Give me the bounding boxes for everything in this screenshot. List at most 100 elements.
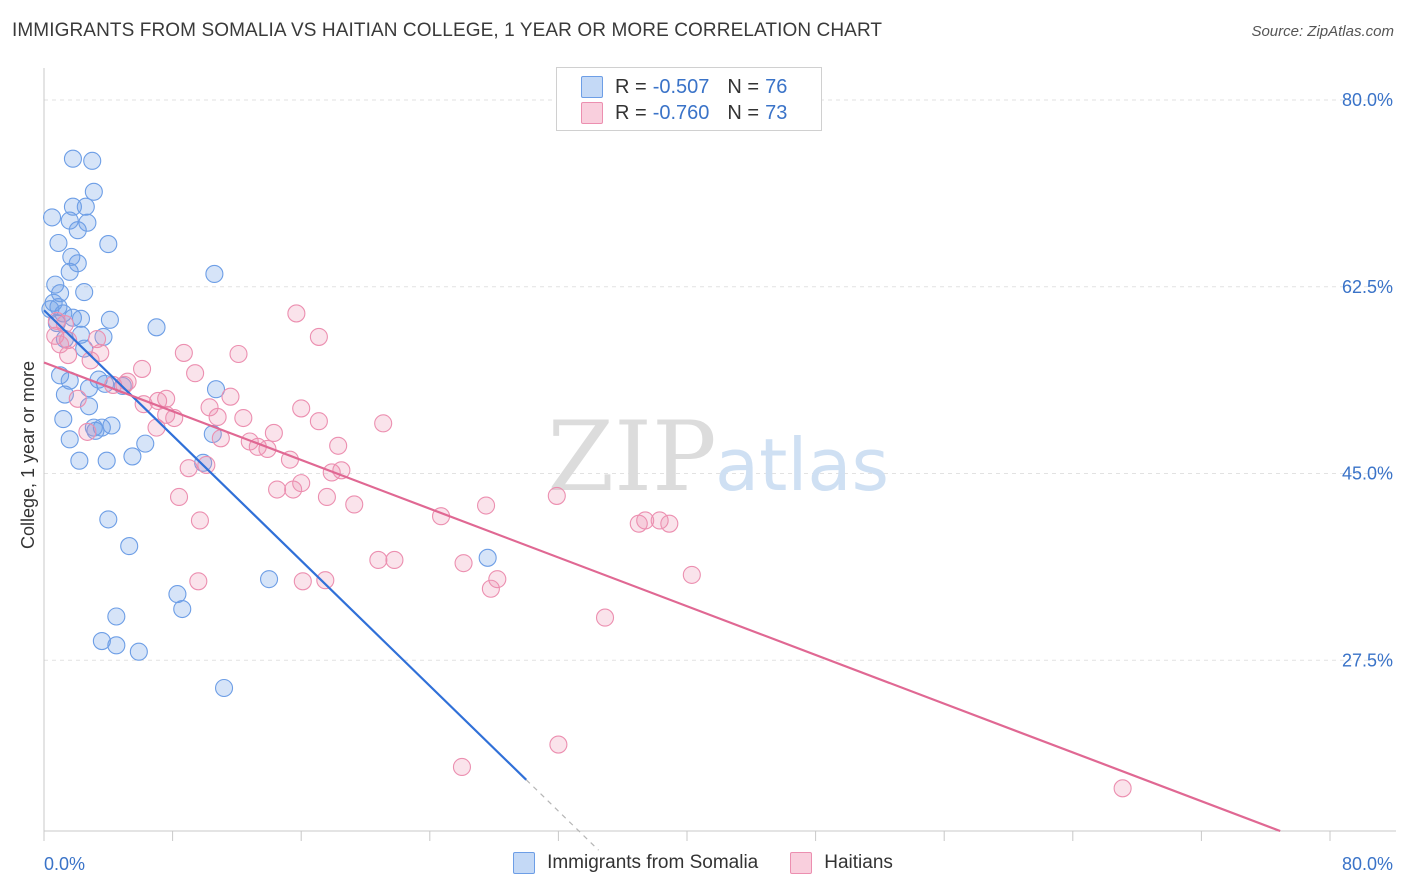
y-tick-label: 80.0% (1342, 90, 1393, 110)
somalia-point (49, 233, 68, 253)
haitian-point (221, 387, 240, 406)
legend-item-somalia[interactable]: Immigrants from Somalia (513, 852, 758, 874)
haitian-point (329, 436, 348, 455)
haitian-point (488, 570, 507, 589)
legend-swatch-somalia (513, 852, 536, 874)
legend-swatch-somalia (581, 76, 603, 98)
haitian-point (81, 351, 100, 370)
haitian-point (477, 496, 496, 515)
haitian-point (650, 511, 669, 530)
y-tick-labels: 27.5% 45.0% 62.5% 80.0% (1342, 90, 1393, 670)
axes (43, 68, 1396, 832)
watermark-atlas: atlas (715, 423, 889, 507)
haitian-point (317, 487, 336, 507)
trend-lines (43, 309, 1281, 851)
haitian-point (174, 343, 193, 362)
haitian-point (157, 389, 176, 408)
somalia-point (83, 151, 102, 170)
haitian-point (1113, 779, 1132, 798)
haitian-point (595, 608, 615, 627)
somalia-point (68, 221, 87, 240)
somalia-point (92, 632, 111, 651)
somalia-point (129, 642, 148, 661)
somalia-trend-line (43, 309, 528, 781)
somalia-point (63, 197, 82, 216)
legend-r-value: -0.760 (652, 101, 710, 124)
legend-row-haitians: R = -0.760 N = 73 (581, 100, 787, 126)
haitian-point (208, 407, 227, 427)
somalia-point (97, 451, 116, 470)
somalia-point (107, 607, 126, 626)
somalia-point (107, 636, 126, 655)
somalia-point (120, 537, 139, 556)
haitian-point (147, 418, 166, 437)
haitian-point (197, 455, 216, 475)
haitian-point (133, 359, 152, 378)
x-tick-label-min: 0.0% (44, 854, 85, 874)
haitian-point (234, 408, 253, 428)
somalia-point (63, 149, 82, 168)
series-legend: Immigrants from Somalia Haitians (0, 852, 1406, 874)
somalia-point (79, 397, 99, 416)
correlation-legend: R = -0.507 N = 76 R = -0.760 N = 73 (556, 67, 822, 131)
haitian-point (179, 459, 198, 478)
somalia-point (75, 283, 94, 302)
source-label: Source: ZipAtlas.com (1251, 23, 1394, 40)
haitian-point (629, 514, 648, 533)
haitian-point (264, 423, 283, 443)
legend-n-value: 76 (765, 75, 788, 98)
somalia-point (123, 447, 142, 466)
y-tick-label: 62.5% (1342, 277, 1393, 297)
somalia-point (70, 451, 89, 470)
somalia-point (60, 430, 79, 449)
somalia-point (259, 570, 279, 589)
somalia-point (205, 264, 224, 284)
legend-label-haitians: Haitians (824, 852, 893, 873)
legend-r-label: R = (615, 75, 647, 98)
haitian-point (293, 572, 312, 591)
somalia-point (147, 318, 166, 337)
somalia-point (100, 310, 119, 329)
haitian-point (186, 364, 205, 383)
haitian-point (309, 412, 328, 431)
somalia-point (60, 262, 79, 281)
legend-swatch-haitians (581, 102, 603, 124)
watermark: ZIP atlas (547, 401, 889, 513)
haitian-point (385, 550, 404, 569)
somalia-point (168, 585, 187, 604)
haitian-point (481, 579, 500, 598)
haitian-point (292, 399, 311, 418)
haitian-point (190, 511, 209, 530)
somalia-point (78, 213, 97, 232)
haitian-trend-line (43, 361, 1281, 833)
legend-r-value: -0.507 (652, 75, 710, 98)
haitian-point (374, 414, 393, 433)
somalia-point (42, 208, 62, 227)
series-haitians-points (46, 304, 1132, 798)
haitian-point (369, 550, 388, 569)
legend-n-label: N = (727, 101, 760, 124)
x-tick-marks (43, 831, 1331, 841)
legend-label-somalia: Immigrants from Somalia (547, 852, 759, 873)
somalia-point (99, 510, 118, 529)
haitian-point (316, 571, 335, 590)
y-tick-label: 45.0% (1342, 464, 1393, 484)
haitian-point (287, 304, 306, 323)
x-tick-label-max: 80.0% (1342, 854, 1393, 874)
somalia-point (173, 599, 192, 619)
somalia-point (76, 197, 95, 216)
haitian-point (660, 514, 679, 533)
haitian-point (309, 327, 328, 346)
legend-row-somalia: R = -0.507 N = 76 (581, 74, 787, 100)
haitian-point (91, 343, 110, 362)
haitian-point (59, 331, 78, 350)
haitian-point (189, 572, 208, 591)
somalia-trend-extension (525, 779, 600, 851)
legend-item-haitians[interactable]: Haitians (790, 852, 893, 874)
chart-title: IMMIGRANTS FROM SOMALIA VS HAITIAN COLLE… (12, 20, 883, 41)
somalia-point (71, 309, 91, 328)
legend-r-label: R = (615, 101, 647, 124)
somalia-point (214, 678, 234, 698)
legend-n-label: N = (727, 75, 760, 98)
